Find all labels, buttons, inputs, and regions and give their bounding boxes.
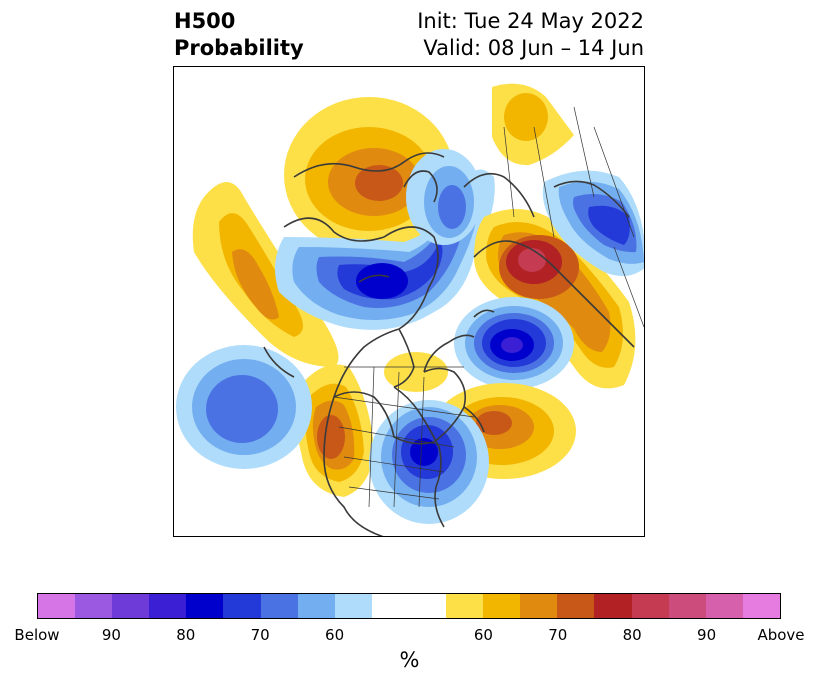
colorbar-segment — [520, 594, 558, 618]
siberia-north-high-anomaly — [492, 83, 574, 166]
colorbar-segment — [112, 594, 150, 618]
colorbar-segment — [297, 594, 335, 618]
map-canvas — [174, 83, 644, 536]
canada-low-anomaly — [275, 169, 495, 330]
colorbar-segment — [408, 594, 447, 618]
colorbar-segment — [594, 594, 632, 618]
coastlines — [263, 152, 635, 536]
init-date: Init: Tue 24 May 2022 — [417, 9, 644, 33]
alaska-high-anomaly — [284, 97, 454, 253]
colorbar-tick-label: Above — [757, 626, 805, 644]
valid-range: Valid: 08 Jun – 14 Jun — [423, 36, 644, 60]
colorbar-tick-label: Below — [14, 626, 60, 644]
colorbar-segment — [223, 594, 261, 618]
colorbar-segment — [705, 594, 743, 618]
map-dates: Init: Tue 24 May 2022 Valid: 08 Jun – 14… — [417, 8, 644, 62]
siberia-high-anomaly — [474, 209, 636, 389]
colorbar-tick-label: 70 — [250, 626, 270, 644]
colorbar-segment — [334, 594, 372, 618]
colorbar — [37, 593, 781, 619]
map-edge-notch — [174, 282, 178, 318]
labrador-high-anomaly — [384, 352, 448, 392]
colorbar-tick-label: 90 — [697, 626, 717, 644]
title-field: Probability — [174, 36, 304, 60]
colorbar-tick-label: 60 — [325, 626, 345, 644]
colorbar-unit-label: % — [399, 648, 420, 672]
colorbar-segment — [668, 594, 706, 618]
colorbar-ticks: Below 90 80 70 60 60 70 80 90 Above — [0, 626, 819, 646]
colorbar-segment — [186, 594, 224, 618]
baffin-low-anomaly — [406, 149, 482, 245]
colorbar-segment — [75, 594, 113, 618]
colorbar-segment — [742, 594, 780, 618]
colorbar-segment — [557, 594, 595, 618]
colorbar-segment — [483, 594, 521, 618]
title-variable: H500 — [174, 9, 236, 33]
colorbar-tick-label: 90 — [101, 626, 121, 644]
colorbar-segment — [149, 594, 187, 618]
colorbar-segment — [446, 594, 484, 618]
greenland-low-anomaly — [454, 297, 574, 389]
colorbar-tick-label: 80 — [622, 626, 642, 644]
colorbar-segment — [631, 594, 669, 618]
colorbar-tick-label: 70 — [548, 626, 568, 644]
western-us-high-anomaly — [296, 364, 374, 497]
siberia-low-anomaly — [542, 170, 644, 276]
colorbar-tick-label: 80 — [176, 626, 196, 644]
probability-map — [173, 66, 645, 537]
colorbar-segment — [260, 594, 298, 618]
subtropical-pacific-low-anomaly — [176, 345, 312, 469]
map-title: H500 Probability — [174, 8, 304, 62]
colorbar-segment — [371, 594, 409, 618]
east-us-low-anomaly — [369, 400, 489, 524]
colorbar-segment — [38, 594, 76, 618]
colorbar-tick-label: 60 — [473, 626, 493, 644]
state-borders — [333, 106, 644, 508]
pacific-high-anomaly — [192, 182, 339, 367]
